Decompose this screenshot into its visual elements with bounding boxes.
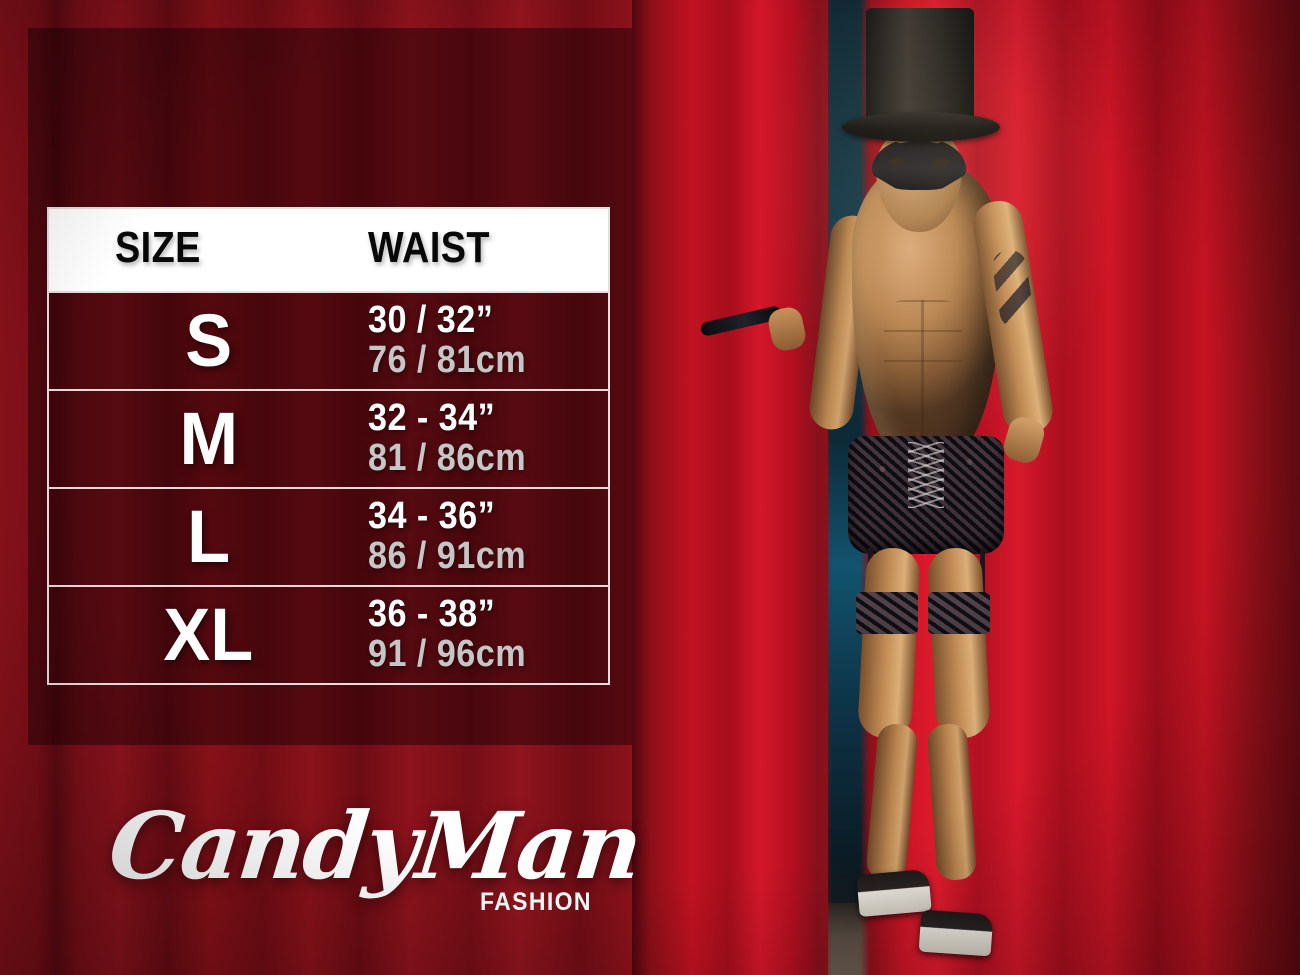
model-left-thigh: [857, 546, 921, 740]
column-header-waist: WAIST: [368, 208, 609, 293]
lace-up-tie-detail: [908, 442, 944, 508]
cell-size: M: [48, 389, 368, 488]
cell-size: XL: [48, 585, 368, 684]
column-header-waist-label: WAIST: [368, 223, 490, 272]
table-header-row: SIZE WAIST: [48, 208, 609, 293]
shoe-right: [918, 909, 994, 957]
top-hat-crown: [866, 8, 974, 126]
table-row: L 34 - 36” 86 / 91cm: [48, 487, 609, 586]
cell-waist: 34 - 36” 86 / 91cm: [368, 487, 609, 586]
waist-inches: 34 - 36”: [368, 495, 496, 538]
lace-thigh-band-right: [928, 592, 990, 634]
cell-size: L: [48, 487, 368, 586]
table-body: S 30 / 32” 76 / 81cm M 32 - 34” 81 / 86c…: [48, 292, 609, 684]
mask-eye-right: [933, 158, 950, 167]
cell-waist: 30 / 32” 76 / 81cm: [368, 292, 609, 390]
waist-inches: 36 - 38”: [368, 593, 496, 636]
waist-centimeters: 81 / 86cm: [368, 437, 527, 479]
shoe-left: [856, 868, 932, 918]
brand-logo: CandyMan FASHION: [104, 792, 645, 940]
brand-tagline: FASHION: [480, 888, 592, 916]
table-row: S 30 / 32” 76 / 81cm: [48, 292, 609, 390]
brand-name: CandyMan: [104, 792, 646, 900]
size-label: XL: [163, 593, 254, 677]
size-chart-table: SIZE WAIST S 30 / 32” 76 / 81cm M: [47, 207, 610, 685]
size-label: L: [187, 495, 230, 579]
model-abs-detail: [884, 300, 962, 450]
column-header-size: SIZE: [48, 208, 368, 293]
table-row: M 32 - 34” 81 / 86cm: [48, 389, 609, 488]
waist-centimeters: 86 / 91cm: [368, 535, 527, 577]
waist-inches: 30 / 32”: [368, 299, 494, 342]
model-right-thigh: [927, 546, 991, 740]
top-hat-brim: [842, 112, 1000, 142]
cell-waist: 36 - 38” 91 / 96cm: [368, 585, 609, 684]
garter-strap-right: [980, 548, 985, 600]
cell-waist: 32 - 34” 81 / 86cm: [368, 389, 609, 488]
mask-eye-left: [888, 158, 905, 167]
size-label: S: [185, 299, 232, 383]
waist-inches: 32 - 34”: [368, 397, 496, 440]
column-header-size-label: SIZE: [115, 223, 201, 272]
table-header: SIZE WAIST: [48, 208, 609, 293]
waist-centimeters: 91 / 96cm: [368, 633, 527, 675]
lace-thigh-band-left: [856, 592, 918, 634]
table-row: XL 36 - 38” 91 / 96cm: [48, 585, 609, 684]
cat-mask: [872, 138, 966, 190]
size-label: M: [179, 397, 238, 481]
cell-size: S: [48, 292, 368, 390]
waist-centimeters: 76 / 81cm: [368, 339, 527, 381]
